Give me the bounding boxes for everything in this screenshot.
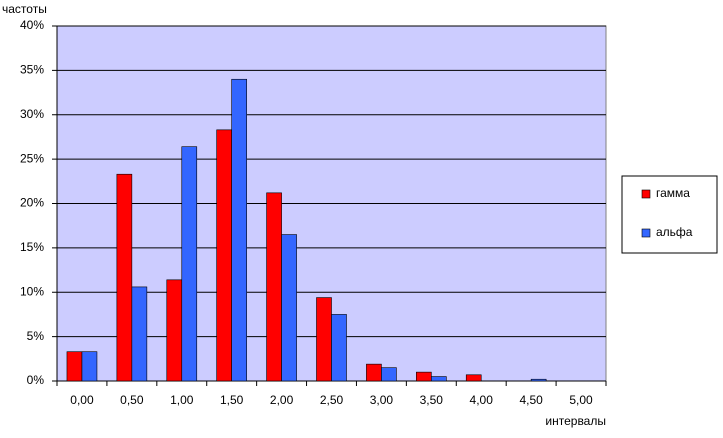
x-tick-label: 2,50 <box>320 393 344 407</box>
bar <box>81 351 98 382</box>
bar <box>181 146 198 382</box>
x-tick-label: 5,00 <box>569 393 593 407</box>
legend-swatch <box>641 189 651 199</box>
bar <box>331 314 347 382</box>
x-tick-label: 3,50 <box>420 393 444 407</box>
y-tick-label: 35% <box>20 63 44 77</box>
legend-box <box>621 175 718 254</box>
bar <box>281 234 297 382</box>
bar <box>231 78 247 382</box>
bar <box>465 374 482 382</box>
y-axis-title: частоты <box>2 2 47 16</box>
legend-swatch <box>641 228 651 238</box>
bar <box>366 363 382 382</box>
y-tick-label: 15% <box>20 240 44 254</box>
y-tick-label: 30% <box>20 107 44 121</box>
y-tick-label: 25% <box>20 151 44 165</box>
bar <box>131 286 148 382</box>
x-tick-label: 2,00 <box>270 393 294 407</box>
y-tick-label: 10% <box>20 284 44 298</box>
x-axis-title: интервалы <box>545 414 606 428</box>
x-tick-label: 0,50 <box>120 393 144 407</box>
x-tick-label: 3,00 <box>370 393 394 407</box>
x-tick-label: 1,00 <box>170 393 194 407</box>
bar <box>266 192 282 382</box>
legend-label: альфа <box>656 225 693 239</box>
bar <box>116 173 133 382</box>
y-tick-label: 40% <box>20 18 44 32</box>
x-tick-label: 0,00 <box>70 393 94 407</box>
x-tick-label: 4,00 <box>470 393 494 407</box>
bar <box>316 297 332 382</box>
y-tick-label: 20% <box>20 196 44 210</box>
bar <box>530 378 547 382</box>
bar <box>431 376 447 382</box>
y-tick-label: 0% <box>27 373 45 387</box>
bar <box>381 367 397 382</box>
x-tick-label: 4,50 <box>519 393 543 407</box>
bar <box>66 351 83 382</box>
bar <box>416 371 432 382</box>
y-tick-label: 5% <box>27 329 45 343</box>
x-tick-label: 1,50 <box>220 393 244 407</box>
legend-label: гамма <box>656 186 690 200</box>
bar <box>166 279 183 382</box>
bar <box>216 129 232 382</box>
